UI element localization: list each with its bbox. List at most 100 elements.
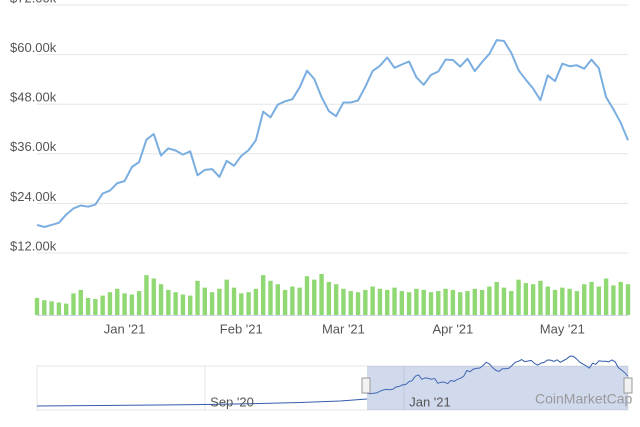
x-tick-label: Apr '21 xyxy=(432,321,473,336)
volume-bar xyxy=(34,297,40,315)
x-tick-label: Feb '21 xyxy=(220,321,263,336)
volume-bar xyxy=(392,287,397,315)
volume-bar xyxy=(443,288,448,315)
navigator-selection[interactable] xyxy=(367,366,628,410)
volume-bar xyxy=(151,278,156,315)
volume-bar xyxy=(136,291,142,315)
volume-bar xyxy=(545,286,550,315)
x-tick-label: May '21 xyxy=(540,321,585,336)
volume-bar xyxy=(348,291,353,315)
y-tick-label: $12.00k xyxy=(10,238,57,253)
x-tick-label: Jan '21 xyxy=(104,321,146,336)
volume-bar xyxy=(457,292,463,315)
volume-bar xyxy=(341,288,346,315)
volume-bar xyxy=(239,293,244,315)
volume-bar xyxy=(355,292,361,315)
y-tick-label: $72.00k xyxy=(10,0,57,5)
volume-bar xyxy=(202,287,208,315)
volume-bar xyxy=(260,275,266,315)
volume-bar xyxy=(107,292,113,315)
navigator[interactable] xyxy=(36,365,629,411)
watermark: CoinMarketCap xyxy=(535,391,632,407)
y-tick-label: $24.00k xyxy=(10,189,57,204)
volume-bar xyxy=(538,280,543,315)
volume-bar xyxy=(472,288,477,315)
volume-bar xyxy=(246,292,251,315)
volume-bar xyxy=(399,291,405,315)
volume-bar xyxy=(319,273,324,315)
volume-bar xyxy=(552,289,558,315)
volume-bar xyxy=(217,288,222,315)
volume-bar xyxy=(509,291,514,315)
navigator-label: Sep '20 xyxy=(210,394,254,409)
volume-bar xyxy=(596,286,602,315)
volume-bar xyxy=(173,292,178,315)
volume-bar xyxy=(603,278,609,315)
volume-bar xyxy=(304,276,310,315)
volume-bar xyxy=(523,283,529,315)
volume-bar xyxy=(618,281,623,315)
volume-bar xyxy=(195,280,200,315)
volume-bar xyxy=(450,289,456,315)
volume-bar xyxy=(71,293,76,315)
volume-bar xyxy=(385,289,390,315)
volume-bar xyxy=(370,286,375,315)
volume-bar xyxy=(574,291,580,315)
volume-bar xyxy=(290,286,295,315)
volume-bar xyxy=(209,292,215,315)
volume-bar xyxy=(224,279,229,315)
navigator-handle[interactable] xyxy=(361,377,371,394)
volume-bar xyxy=(297,287,302,315)
volume-bar xyxy=(312,279,317,315)
volume-bar xyxy=(180,294,186,315)
volume-bar xyxy=(567,288,572,315)
price-line xyxy=(36,39,629,228)
volume-bar xyxy=(516,279,521,315)
volume-bar xyxy=(93,299,98,315)
x-tick-label: Mar '21 xyxy=(322,321,365,336)
volume-bar xyxy=(421,289,426,315)
volume-bar xyxy=(465,291,470,315)
volume-bar xyxy=(428,292,434,315)
volume-bar xyxy=(326,281,332,315)
volume-bar xyxy=(494,281,499,315)
volume-bar xyxy=(560,287,565,315)
volume-bar xyxy=(144,275,149,315)
volume-bar xyxy=(42,300,47,315)
navigator-history xyxy=(36,398,368,407)
volume-bar xyxy=(122,293,127,315)
y-tick-label: $48.00k xyxy=(10,90,57,105)
y-tick-label: $60.00k xyxy=(10,40,57,55)
volume-bar xyxy=(78,289,83,315)
volume-bar xyxy=(268,280,273,315)
volume-bar xyxy=(363,289,368,315)
volume-bar xyxy=(231,287,237,315)
volume-bar xyxy=(49,301,54,315)
volume-bar xyxy=(436,291,441,315)
volume-bar xyxy=(406,292,412,315)
volume-bar xyxy=(530,284,536,315)
volume-bar xyxy=(188,295,193,315)
volume-bar xyxy=(611,285,616,315)
volume-bar xyxy=(253,288,259,315)
volume-bar xyxy=(56,302,62,315)
volume-bar xyxy=(377,288,383,315)
navigator-line xyxy=(366,355,629,395)
navigator-handle[interactable] xyxy=(623,377,633,394)
volume-bar xyxy=(85,297,91,315)
volume-bar xyxy=(63,303,69,315)
volume-bar xyxy=(115,288,120,315)
volume-bar xyxy=(282,289,288,315)
volume-bar xyxy=(414,288,419,315)
y-tick-label: $36.00k xyxy=(10,139,57,154)
volume-bar xyxy=(501,287,507,315)
volume-bar xyxy=(589,281,594,315)
navigator-label: Jan '21 xyxy=(409,394,451,409)
volume-bar xyxy=(129,294,135,315)
volume-bar xyxy=(625,284,631,315)
volume-bar xyxy=(166,289,171,315)
volume-bar xyxy=(158,284,164,315)
volume-bar xyxy=(479,289,485,315)
